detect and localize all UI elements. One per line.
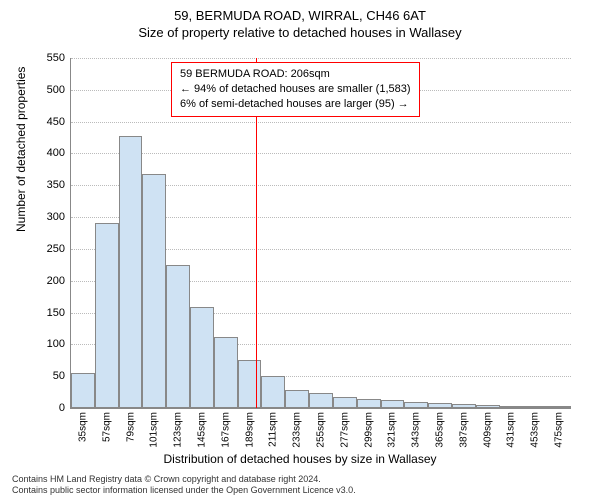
y-tick-label: 50 — [25, 370, 65, 382]
x-tick-label: 321sqm — [387, 412, 398, 448]
histogram-bar — [547, 406, 571, 408]
x-tick-label: 189sqm — [244, 412, 255, 448]
x-tick-label: 233sqm — [292, 412, 303, 448]
info-box-line: ← 94% of detached houses are smaller (1,… — [180, 82, 411, 97]
page-subtitle: Size of property relative to detached ho… — [0, 23, 600, 40]
x-tick-label: 277sqm — [339, 412, 350, 448]
y-tick-label: 150 — [25, 307, 65, 319]
chart-area: 05010015020025030035040045050055035sqm57… — [70, 58, 570, 408]
info-box-line: 59 BERMUDA ROAD: 206sqm — [180, 67, 411, 82]
x-axis-label: Distribution of detached houses by size … — [0, 452, 600, 466]
histogram-bar — [166, 265, 190, 408]
y-tick-label: 0 — [25, 402, 65, 414]
gridline — [71, 58, 571, 59]
histogram-bar — [214, 337, 238, 408]
x-tick-label: 431sqm — [506, 412, 517, 448]
histogram-bar — [95, 223, 119, 408]
x-tick-label: 167sqm — [220, 412, 231, 448]
x-tick-label: 101sqm — [149, 412, 160, 448]
histogram-bar — [190, 307, 214, 408]
histogram-bar — [285, 390, 309, 408]
histogram-bar — [404, 402, 428, 408]
x-tick-label: 299sqm — [363, 412, 374, 448]
x-tick-label: 211sqm — [268, 412, 279, 447]
y-tick-label: 550 — [25, 52, 65, 64]
histogram-bar — [71, 373, 95, 408]
gridline — [71, 153, 571, 154]
histogram-bar — [261, 376, 285, 408]
info-box-line: 6% of semi-detached houses are larger (9… — [180, 97, 411, 112]
attribution: Contains HM Land Registry data © Crown c… — [12, 474, 356, 496]
x-tick-label: 145sqm — [196, 412, 207, 448]
y-tick-label: 500 — [25, 84, 65, 96]
attribution-line: Contains HM Land Registry data © Crown c… — [12, 474, 356, 485]
x-tick-label: 343sqm — [411, 412, 422, 448]
histogram-bar — [428, 403, 452, 408]
gridline — [71, 122, 571, 123]
y-tick-label: 350 — [25, 179, 65, 191]
y-tick-label: 300 — [25, 211, 65, 223]
histogram-bar — [333, 397, 357, 408]
histogram-bar — [119, 136, 143, 408]
x-tick-label: 35sqm — [77, 412, 88, 442]
y-tick-label: 200 — [25, 275, 65, 287]
info-box: 59 BERMUDA ROAD: 206sqm← 94% of detached… — [171, 62, 420, 117]
histogram-bar — [381, 400, 405, 408]
x-tick-label: 387sqm — [458, 412, 469, 448]
histogram-bar — [357, 399, 381, 408]
x-tick-label: 475sqm — [554, 412, 565, 448]
page-title: 59, BERMUDA ROAD, WIRRAL, CH46 6AT — [0, 0, 600, 23]
histogram-bar — [523, 406, 547, 408]
x-tick-label: 79sqm — [125, 412, 136, 442]
attribution-line: Contains public sector information licen… — [12, 485, 356, 496]
y-tick-label: 250 — [25, 243, 65, 255]
histogram-bar — [142, 174, 166, 408]
x-tick-label: 453sqm — [530, 412, 541, 448]
plot-region: 05010015020025030035040045050055035sqm57… — [70, 58, 571, 409]
histogram-bar — [452, 404, 476, 408]
histogram-bar — [476, 405, 500, 408]
x-tick-label: 409sqm — [482, 412, 493, 448]
y-tick-label: 100 — [25, 338, 65, 350]
x-tick-label: 365sqm — [435, 412, 446, 448]
histogram-bar — [309, 393, 333, 408]
chart-container: 59, BERMUDA ROAD, WIRRAL, CH46 6AT Size … — [0, 0, 600, 500]
y-tick-label: 450 — [25, 116, 65, 128]
histogram-bar — [238, 360, 262, 408]
x-tick-label: 57sqm — [101, 412, 112, 442]
x-tick-label: 123sqm — [173, 412, 184, 448]
histogram-bar — [500, 406, 524, 408]
y-tick-label: 400 — [25, 147, 65, 159]
x-tick-label: 255sqm — [316, 412, 327, 448]
